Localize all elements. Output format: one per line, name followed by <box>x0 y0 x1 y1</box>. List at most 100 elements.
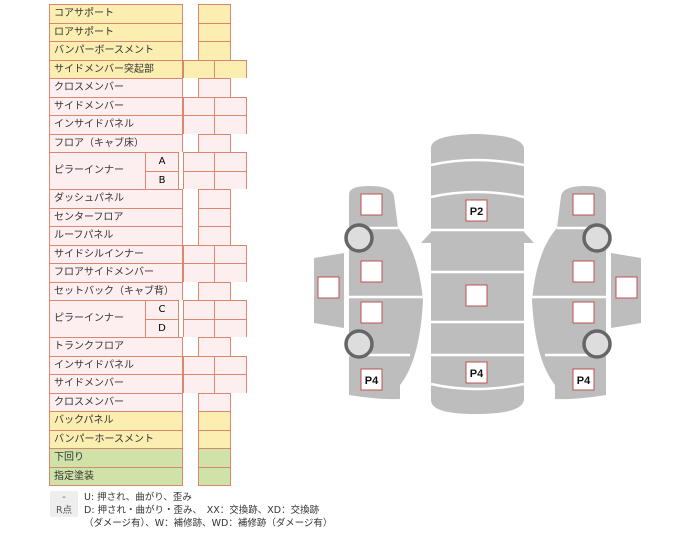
row-label: バンパーボースメント <box>49 41 183 60</box>
box-roof[interactable] <box>465 199 488 222</box>
input-cell[interactable] <box>198 189 231 208</box>
table-row: センターフロア <box>49 207 245 226</box>
input-cell[interactable] <box>198 392 231 411</box>
row-label: 下回り <box>49 448 183 467</box>
wheel-icon <box>582 329 612 359</box>
input-cell[interactable] <box>183 355 216 374</box>
sub-label: B <box>145 170 179 189</box>
input-cell[interactable] <box>198 4 231 23</box>
table-row: フロア（キャブ床） <box>49 133 245 152</box>
row-label: バンパーホースメント <box>49 429 183 448</box>
input-cell[interactable] <box>214 355 247 374</box>
table-row: サイドシルインナー <box>49 244 247 263</box>
row-label: ロアサポート <box>49 22 183 41</box>
input-cell[interactable] <box>214 263 247 282</box>
box-trunk[interactable] <box>465 361 488 384</box>
legend-text: U: 押され、曲がり、歪み <box>84 492 192 503</box>
input-cell[interactable] <box>214 152 247 171</box>
box-right-front-door[interactable] <box>572 260 595 283</box>
row-label: トランクフロア <box>49 337 183 356</box>
input-cell[interactable] <box>183 300 216 319</box>
row-label: インサイドパネル <box>49 115 183 134</box>
legend-key: - <box>50 491 78 504</box>
table-row: クロスメンバー <box>49 78 245 97</box>
input-cell[interactable] <box>198 133 231 152</box>
table-row: ダッシュパネル <box>49 189 245 208</box>
table-row: D <box>49 318 247 337</box>
input-cell[interactable] <box>183 244 216 263</box>
input-cell[interactable] <box>198 41 231 60</box>
row-label: サイドメンバー <box>49 96 183 115</box>
row-label: サイドメンバー突起部 <box>49 59 183 78</box>
input-cell[interactable] <box>183 318 216 337</box>
input-cell[interactable] <box>214 318 247 337</box>
input-cell[interactable] <box>214 59 247 78</box>
table-row: バンパーホースメント <box>49 429 245 448</box>
input-cell[interactable] <box>214 115 247 134</box>
input-cell[interactable] <box>214 170 247 189</box>
table-row: 指定塗装 <box>49 466 245 486</box>
input-cell[interactable] <box>198 22 231 41</box>
box-left-rear-door[interactable] <box>360 301 383 324</box>
wheel-icon <box>344 223 374 253</box>
wheel-icon <box>344 329 374 359</box>
table-row: フロアサイドメンバー <box>49 263 247 282</box>
input-cell[interactable] <box>183 263 216 282</box>
box-right-sill[interactable] <box>615 276 638 299</box>
left-rear-label: P4 <box>365 375 379 387</box>
right-rear-label: P4 <box>577 375 591 387</box>
input-cell[interactable] <box>198 448 231 467</box>
input-cell[interactable] <box>198 207 231 226</box>
table-row: ルーフパネル <box>49 226 245 245</box>
input-cell[interactable] <box>198 337 231 356</box>
row-label: セットバック（キャブ背） <box>49 281 183 300</box>
legend: - U: 押され、曲がり、歪み R点 D: 押され・曲がり・歪み、 XX：交換跡、X… <box>50 491 332 530</box>
input-cell[interactable] <box>198 411 231 430</box>
table-row: 下回り <box>49 448 245 467</box>
input-cell[interactable] <box>183 152 216 171</box>
input-cell[interactable] <box>214 374 247 393</box>
table-row: サイドメンバー <box>49 96 247 115</box>
table-row: ロアサポート <box>49 22 245 41</box>
sub-label: D <box>145 318 179 337</box>
row-label: クロスメンバー <box>49 78 183 97</box>
input-cell[interactable] <box>183 59 216 78</box>
table-row: サイドメンバー突起部 <box>49 59 247 78</box>
row-label: サイドメンバー <box>49 374 183 393</box>
table-row: クロスメンバー <box>49 392 245 411</box>
row-label: クロスメンバー <box>49 392 183 411</box>
box-right-rear-door[interactable] <box>572 301 595 324</box>
box-left-rear[interactable] <box>360 368 383 391</box>
input-cell[interactable] <box>198 78 231 97</box>
inspection-boxes <box>317 193 638 391</box>
legend-text: （ダメージ有）、W：補修跡、WD：補修跡（ダメージ有） <box>84 518 333 529</box>
wheel-icon <box>582 223 612 253</box>
input-cell[interactable] <box>198 466 231 486</box>
input-cell[interactable] <box>198 226 231 245</box>
row-label: フロア（キャブ床） <box>49 133 183 152</box>
box-center[interactable] <box>465 284 488 307</box>
legend-text: D: 押され・曲がり・歪み、 XX：交換跡、XD：交換跡 <box>84 505 320 516</box>
input-cell[interactable] <box>198 429 231 448</box>
box-left-front[interactable] <box>360 193 383 216</box>
box-left-front-door[interactable] <box>360 260 383 283</box>
input-cell[interactable] <box>183 115 216 134</box>
row-label: 指定塗装 <box>49 466 183 486</box>
row-label: インサイドパネル <box>49 355 183 374</box>
row-label: ピラーインナー <box>49 300 146 337</box>
table-row: コアサポート <box>49 4 245 23</box>
table-row: B <box>49 170 247 189</box>
input-cell[interactable] <box>214 244 247 263</box>
input-cell[interactable] <box>214 96 247 115</box>
row-label: ピラーインナー <box>49 152 146 189</box>
box-right-front[interactable] <box>572 193 595 216</box>
input-cell[interactable] <box>183 170 216 189</box>
input-cell[interactable] <box>183 374 216 393</box>
input-cell[interactable] <box>198 281 231 300</box>
row-label: センターフロア <box>49 207 183 226</box>
input-cell[interactable] <box>214 300 247 319</box>
box-right-rear[interactable] <box>572 368 595 391</box>
input-cell[interactable] <box>183 96 216 115</box>
table-row: インサイドパネル <box>49 355 247 374</box>
box-left-sill[interactable] <box>317 276 340 299</box>
